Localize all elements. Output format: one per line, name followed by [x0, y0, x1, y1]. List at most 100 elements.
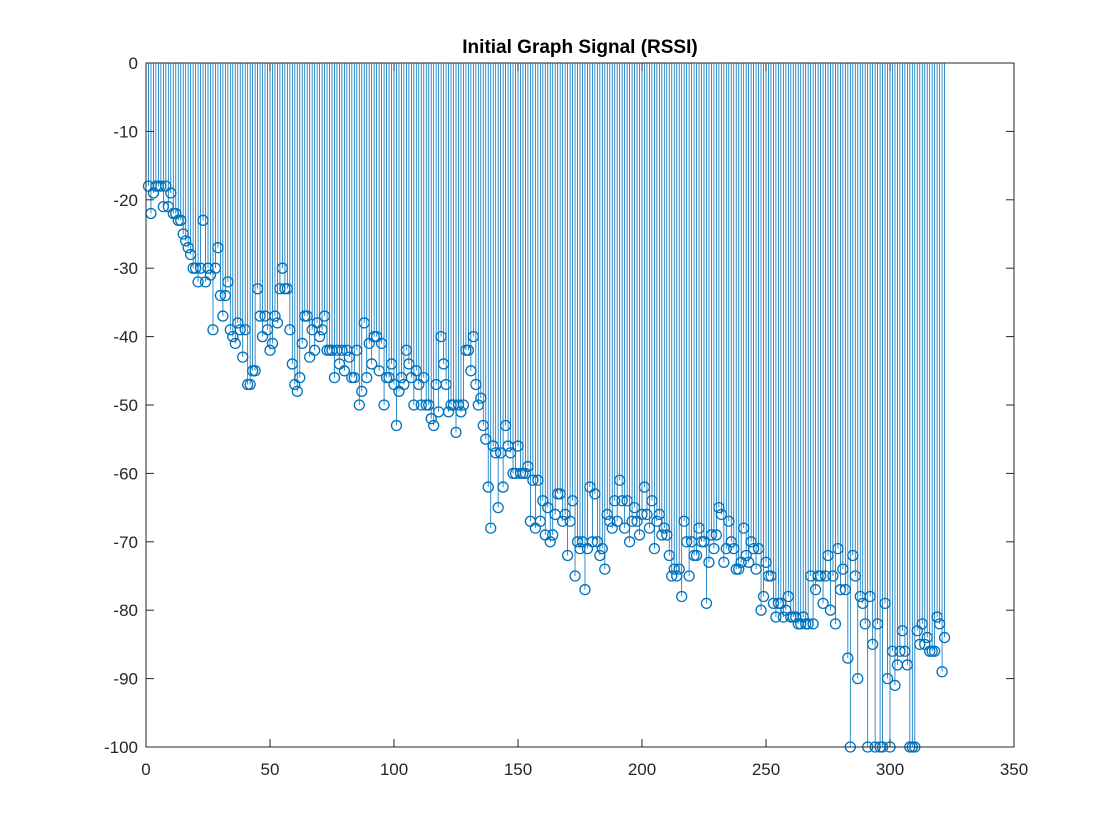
stem-marker [901, 659, 914, 671]
stem-marker [556, 515, 569, 527]
stem-marker [614, 474, 626, 486]
stem-marker [609, 495, 621, 507]
stem-marker [896, 625, 909, 637]
stem-marker [690, 549, 703, 562]
stem-marker [378, 399, 390, 411]
stem-marker [467, 330, 480, 343]
stem-marker [933, 618, 946, 630]
stem-marker [348, 371, 360, 384]
stem-marker [239, 324, 251, 336]
stem-marker [668, 563, 680, 575]
stem-marker [864, 590, 876, 603]
stem-marker [547, 529, 559, 541]
y-tick-label: 0 [129, 54, 138, 73]
stem-marker [512, 440, 524, 452]
stem-marker [752, 542, 765, 555]
y-tick-label: -60 [113, 464, 138, 483]
stem-marker [425, 413, 437, 425]
stem-marker [745, 536, 757, 548]
stem-marker [197, 214, 209, 226]
stem-marker [455, 406, 467, 418]
stem-marker [586, 536, 599, 548]
stem-marker [938, 631, 951, 644]
stem-marker [423, 399, 435, 411]
x-tick-label: 200 [628, 760, 656, 779]
stem-marker [817, 597, 829, 610]
y-tick-label: -70 [113, 533, 138, 552]
stem-marker [254, 310, 266, 322]
x-axis: 0 50 100 150 200 250 300 350 [141, 63, 1028, 779]
y-axis: 0 -10 -20 -30 -40 -50 -60 -70 -80 -90 -100 [104, 54, 1014, 757]
stem-marker [403, 358, 415, 370]
stem-marker [351, 344, 363, 356]
stem-marker [899, 645, 911, 657]
stem-marker [742, 556, 755, 568]
stem-marker [229, 337, 241, 350]
stem-marker [475, 392, 487, 404]
stem-marker [740, 549, 752, 562]
stem-marker [214, 289, 227, 302]
stem-marker [291, 385, 303, 397]
stem-marker [435, 330, 447, 343]
stem-marker [638, 481, 651, 493]
stem-marker [202, 262, 214, 274]
stem-marker [839, 584, 852, 596]
stem-marker [847, 549, 859, 562]
stem-marker [698, 536, 710, 548]
y-tick-label: -20 [113, 191, 138, 210]
stem-marker [212, 242, 224, 254]
stem-marker [678, 515, 690, 527]
stem-marker [894, 645, 906, 657]
stem-marker [834, 584, 847, 596]
stem-marker [485, 522, 497, 534]
stem-marker [747, 542, 760, 555]
y-tick-label: -50 [113, 396, 138, 415]
stem-marker [636, 508, 648, 521]
stem-marker [276, 262, 289, 274]
stem-marker [281, 283, 294, 295]
stem-marker [733, 563, 745, 575]
stem-marker [881, 672, 894, 685]
stem-marker [480, 433, 492, 445]
stem-marker [626, 515, 638, 527]
stem-marker [750, 563, 762, 575]
stem-marker [827, 570, 839, 582]
y-tick-label: -40 [113, 328, 138, 347]
stem-marker [274, 283, 286, 295]
stem-marker [571, 536, 584, 548]
stem-marker [807, 618, 819, 630]
stem-marker [708, 542, 720, 555]
stem-marker [611, 515, 623, 527]
stem-marker [616, 495, 628, 507]
y-tick-label: -80 [113, 601, 138, 620]
y-tick-label: -90 [113, 670, 138, 689]
x-tick-label: 50 [261, 760, 280, 779]
stem-marker [623, 536, 636, 548]
stem-lines [148, 63, 945, 747]
stem-marker [408, 399, 420, 411]
stem-marker [715, 508, 728, 521]
stem-marker [227, 330, 239, 343]
stem-marker [656, 529, 668, 541]
stem-marker [663, 549, 675, 562]
stem-marker [440, 378, 452, 391]
stem-marker [936, 666, 948, 678]
stem-marker [366, 358, 378, 370]
stem-marker [194, 262, 207, 274]
stem-marker [643, 522, 656, 534]
stem-marker [621, 495, 633, 507]
stem-marker [428, 419, 440, 432]
stem-marker [666, 570, 678, 582]
stem-marker [390, 419, 403, 432]
stem-marker [527, 474, 539, 486]
stem-marker [338, 365, 351, 377]
stem-marker [859, 618, 871, 630]
stem-marker [824, 604, 837, 616]
stem-marker [561, 549, 574, 562]
stem-marker [356, 385, 368, 397]
stem-marker [450, 426, 462, 439]
stem-marker [177, 228, 189, 240]
stem-marker [219, 289, 232, 302]
stem-marker [795, 618, 807, 630]
stem-marker [641, 508, 653, 521]
